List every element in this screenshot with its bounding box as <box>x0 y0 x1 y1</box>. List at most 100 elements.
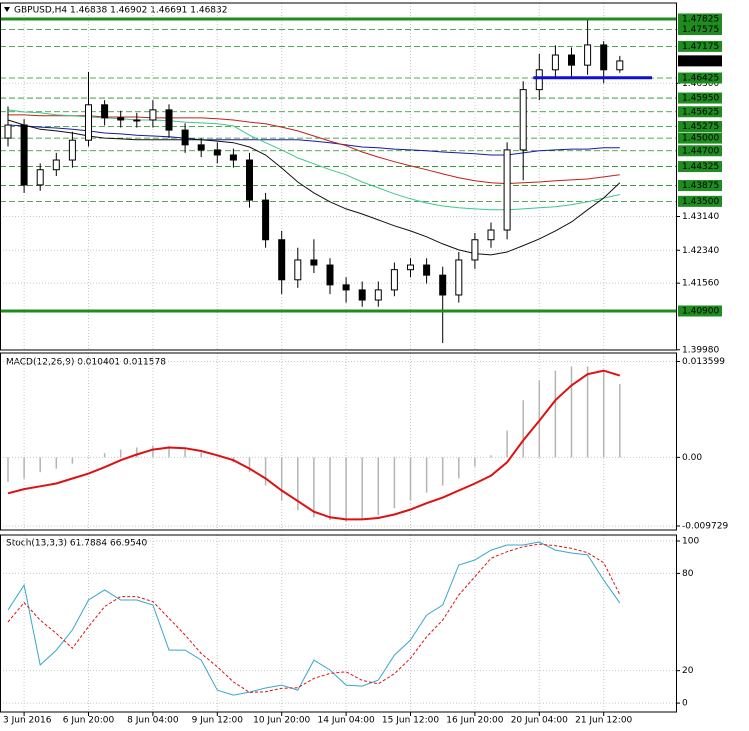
candle-body <box>101 104 109 119</box>
x-tick-label: 20 Jun 04:00 <box>511 716 568 726</box>
candle-body <box>149 109 157 121</box>
level-label: 1.47175 <box>682 42 719 52</box>
y-tick-label: 0 <box>682 699 688 709</box>
candle-body <box>568 54 575 66</box>
candle-body <box>310 259 318 266</box>
panel-frame <box>0 352 677 531</box>
menu-arrow[interactable] <box>4 7 10 12</box>
candle-body <box>4 124 12 139</box>
candle-body <box>262 199 270 241</box>
level-label: 1.47575 <box>682 25 719 35</box>
level-label-box <box>678 161 722 173</box>
level-label-box <box>678 145 722 157</box>
candle-body <box>181 129 189 146</box>
y-tick-label: 1.46300 <box>682 79 719 89</box>
level-label-box <box>678 72 722 84</box>
y-tick-label: 80 <box>682 569 694 579</box>
candle-body <box>407 264 414 271</box>
indicator-line <box>7 541 621 696</box>
indicator-line <box>7 109 620 211</box>
y-tick-label: 1.41560 <box>682 279 719 289</box>
candle-body <box>52 159 60 171</box>
level-label: 1.45950 <box>682 94 719 104</box>
level-label: 1.45625 <box>682 107 719 117</box>
candle-body <box>455 259 463 296</box>
candle-body <box>358 289 366 301</box>
x-tick-label: 21 Jun 12:00 <box>575 716 632 726</box>
candle-body <box>20 124 28 186</box>
candle-body <box>535 69 543 91</box>
x-tick-label: 14 Jun 04:00 <box>318 716 375 726</box>
x-tick-label: 8 Jun 04:00 <box>127 716 179 726</box>
candle-body <box>278 239 286 281</box>
indicator-line <box>7 124 620 156</box>
level-label-box <box>678 132 722 144</box>
candle-body <box>342 284 350 291</box>
y-tick-label: 1.42340 <box>682 246 719 256</box>
price-title: GBPUSD,H4 1.46838 1.46902 1.46691 1.4683… <box>14 6 227 16</box>
level-label: 1.44700 <box>682 146 719 156</box>
level-label-box <box>678 24 722 36</box>
candle-body <box>519 89 527 151</box>
candle-body <box>213 149 221 156</box>
key-level-label-box <box>678 13 722 25</box>
key-level-label: 1.47825 <box>682 14 719 24</box>
candle-body <box>68 139 76 161</box>
level-label-box <box>678 92 722 104</box>
level-label: 1.46425 <box>682 74 719 84</box>
candle-body <box>374 289 382 301</box>
candle-body <box>551 54 559 71</box>
key-level-label-box <box>678 305 722 317</box>
level-label: 1.45000 <box>682 134 719 144</box>
level-label-box <box>678 180 722 192</box>
x-tick-label: 10 Jun 20:00 <box>253 716 310 726</box>
candle-body <box>600 44 608 71</box>
candle-body <box>85 104 92 141</box>
candle-body <box>423 264 431 276</box>
y-tick-label: 1.39980 <box>682 345 719 355</box>
level-label: 1.44325 <box>682 162 719 172</box>
y-tick-label: 0.00 <box>682 453 702 463</box>
y-tick-label: 100 <box>682 536 699 546</box>
y-tick-label: 20 <box>682 666 694 676</box>
x-tick-label: 6 Jun 20:00 <box>63 716 115 726</box>
candle-body <box>36 169 44 186</box>
level-label: 1.43500 <box>682 197 719 207</box>
x-tick-label: 9 Jun 12:00 <box>192 716 244 726</box>
panel-frame <box>0 2 677 351</box>
candle-body <box>584 44 592 66</box>
key-level-label: 1.40900 <box>682 306 719 316</box>
level-label-box <box>678 106 722 118</box>
candle-body <box>133 119 141 122</box>
indicator-line <box>7 119 621 256</box>
indicator-line <box>7 543 621 693</box>
candle-body <box>439 274 447 296</box>
y-tick-label: -0.009729 <box>682 521 728 531</box>
candle-body <box>390 269 398 291</box>
candle-body <box>229 154 237 161</box>
indicator-line <box>8 114 620 185</box>
last-price-label-box <box>678 55 722 67</box>
level-label-box <box>678 121 722 133</box>
candle-body <box>294 259 302 281</box>
candle-body <box>326 264 334 286</box>
candle-body <box>503 149 511 231</box>
candle-body <box>471 239 479 261</box>
x-tick-label: 16 Jun 20:00 <box>446 716 503 726</box>
x-tick-label: 3 Jun 2016 <box>3 716 52 726</box>
indicator-line <box>7 369 621 521</box>
panel-frame <box>0 534 677 713</box>
candle-body <box>197 144 205 151</box>
y-tick-label: 1.43140 <box>682 212 719 222</box>
level-label-box <box>678 40 722 52</box>
candle-body <box>246 159 253 201</box>
macd-title: MACD(12,26,9) 0.010401 0.011578 <box>6 358 166 368</box>
x-tick-label: 15 Jun 12:00 <box>382 716 439 726</box>
candle-body <box>117 117 125 121</box>
level-label: 1.43875 <box>682 181 719 191</box>
candle-body <box>616 60 624 71</box>
candle-body <box>487 229 495 241</box>
y-tick-label: 0.013599 <box>682 357 725 367</box>
